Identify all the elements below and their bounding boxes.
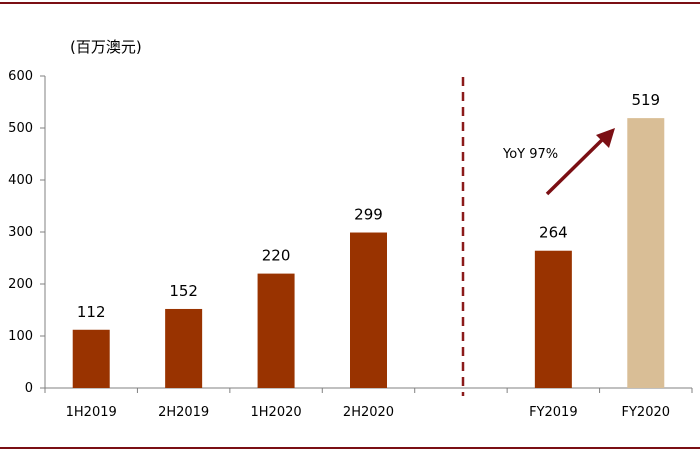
data-label: 264: [539, 224, 568, 242]
y-tick-label: 0: [25, 381, 33, 396]
bar-fy2019: [534, 250, 572, 388]
x-ticks: [44, 388, 693, 393]
growth-arrow-head: [596, 128, 615, 148]
bar-2h2020: [350, 232, 387, 388]
category-labels: 1H2019 2H2019 1H2020 2H2020 FY2019 FY2020: [66, 405, 670, 420]
data-label: 519: [631, 91, 660, 109]
bars: [72, 118, 665, 389]
category-label: 1H2019: [66, 405, 117, 420]
y-ticks: 0 100 200 300 400 500 600: [8, 69, 45, 396]
y-tick-label: 600: [8, 69, 33, 84]
data-label: 220: [262, 247, 291, 265]
category-label: 2H2019: [158, 405, 209, 420]
growth-arrow: [545, 136, 606, 196]
bar-1h2019: [72, 329, 110, 388]
y-tick-label: 100: [8, 329, 33, 344]
category-label: 1H2020: [251, 405, 302, 420]
y-tick-label: 500: [8, 121, 33, 136]
y-tick-label: 300: [8, 225, 33, 240]
bar-2h2019: [165, 308, 203, 388]
yoy-annotation: YoY 97%: [502, 147, 558, 162]
y-tick-label: 200: [8, 277, 33, 292]
data-labels: 112 152 220 299 264 519: [77, 91, 660, 321]
unit-label: (百万澳元): [70, 38, 142, 56]
category-label: FY2019: [529, 405, 578, 420]
y-tick-label: 400: [8, 173, 33, 188]
category-label: 2H2020: [343, 405, 394, 420]
bar-1h2020: [257, 273, 295, 388]
data-label: 299: [354, 206, 383, 224]
data-label: 112: [77, 303, 106, 321]
category-label: FY2020: [622, 405, 671, 420]
bar-fy2020: [627, 118, 665, 389]
data-label: 152: [169, 282, 198, 300]
